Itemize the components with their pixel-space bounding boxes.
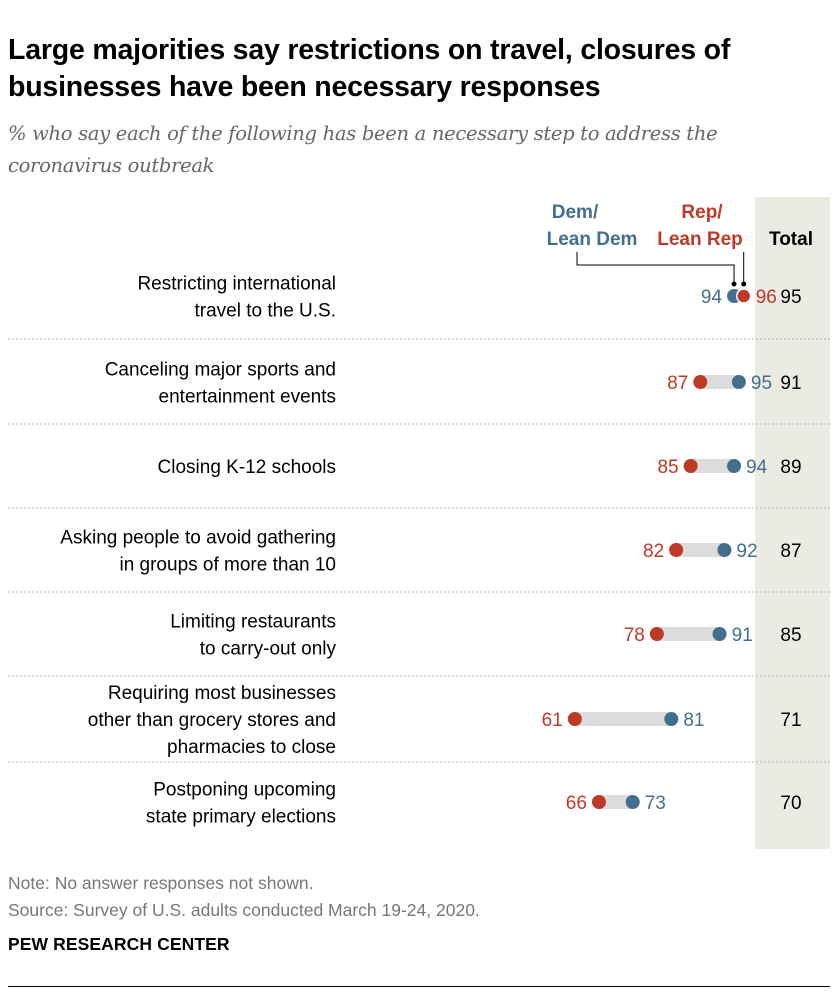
legend-total-header: Total (769, 229, 813, 250)
total-value-label: 91 (780, 373, 801, 394)
category-label: Restricting international (137, 274, 336, 295)
legend-dem-line1: Dem/ (552, 202, 599, 223)
dem-value-label: 95 (751, 373, 772, 394)
bottom-divider (8, 986, 830, 987)
dem-value-label: 94 (701, 287, 723, 308)
dem-dot (664, 712, 679, 726)
category-label: entertainment events (159, 387, 336, 408)
rep-value-label: 61 (542, 710, 563, 731)
category-label: other than grocery stores and (88, 710, 336, 731)
dem-dot (712, 627, 727, 641)
category-label: Canceling major sports and (105, 360, 336, 381)
chart-title: Large majorities say restrictions on tra… (8, 34, 731, 103)
legend-rep-line2: Lean Rep (657, 229, 743, 250)
note-text: Note: No answer responses not shown. (8, 873, 314, 893)
legend-dem-line2: Lean Dem (547, 229, 638, 250)
total-value-label: 95 (780, 287, 801, 308)
rep-dot (693, 375, 708, 389)
dem-dot (717, 543, 732, 557)
legend-dem-leader-line (576, 252, 735, 284)
category-label: Requiring most businesses (108, 683, 336, 704)
rep-value-label: 82 (643, 541, 664, 562)
dem-value-label: 73 (645, 793, 666, 814)
category-label: state primary elections (146, 807, 336, 828)
dem-value-label: 94 (746, 457, 768, 478)
total-value-label: 71 (780, 710, 801, 731)
category-label: Asking people to avoid gathering (60, 528, 336, 549)
dem-value-label: 91 (732, 625, 753, 646)
category-label: pharmacies to close (167, 737, 336, 758)
category-label: Postponing upcoming (153, 780, 336, 801)
dem-value-label: 81 (683, 710, 704, 731)
legend-dem-leader-dot (731, 281, 737, 287)
chart-subtitle: % who say each of the following has been… (8, 122, 718, 177)
category-label: in groups of more than 10 (119, 555, 336, 576)
rep-dot (567, 712, 582, 726)
rep-value-label: 87 (667, 373, 688, 394)
total-value-label: 85 (780, 625, 801, 646)
rep-dot (669, 543, 684, 557)
dem-value-label: 92 (736, 541, 757, 562)
legend-rep-leader-dot (741, 281, 747, 287)
rep-dot (735, 288, 752, 304)
category-label: Closing K-12 schools (158, 457, 336, 478)
dem-dot (727, 459, 742, 473)
dem-dot (625, 795, 640, 809)
rep-value-label: 85 (657, 457, 678, 478)
category-label: travel to the U.S. (194, 301, 336, 322)
source-text: Source: Survey of U.S. adults conducted … (8, 900, 480, 920)
rep-value-label: 78 (624, 625, 645, 646)
dem-dot (731, 375, 746, 389)
brand-logo-text: PEW RESEARCH CENTER (8, 934, 230, 954)
rep-dot (591, 795, 606, 809)
category-label: to carry-out only (200, 639, 337, 660)
rep-value-label: 96 (756, 287, 777, 308)
rep-dot (649, 627, 664, 641)
rep-value-label: 66 (566, 793, 587, 814)
total-value-label: 87 (780, 541, 801, 562)
total-value-label: 70 (780, 793, 801, 814)
category-label: Limiting restaurants (170, 612, 336, 633)
total-value-label: 89 (780, 457, 801, 478)
rep-dot (683, 459, 698, 473)
total-column-band (755, 197, 830, 849)
legend-rep-line1: Rep/ (681, 202, 723, 223)
